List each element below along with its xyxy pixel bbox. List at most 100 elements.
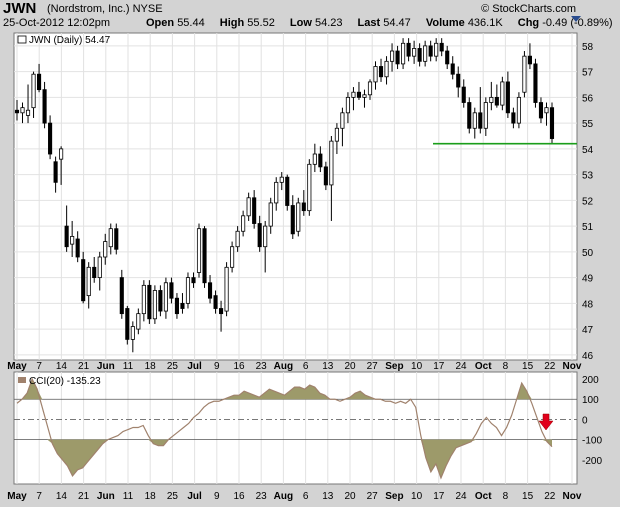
- candle: [241, 210, 246, 237]
- cci-y-tick-label: -100: [582, 436, 602, 447]
- candle: [141, 280, 146, 322]
- candle: [152, 285, 157, 324]
- candle-body: [329, 140, 334, 186]
- low-stat: Low 54.23: [290, 17, 349, 29]
- price-x-tick-label: 8: [503, 361, 509, 372]
- chg-value: -0.49 (-0.89%): [542, 17, 613, 29]
- price-x-tick-label: May: [7, 361, 27, 372]
- candle: [92, 257, 97, 283]
- candle: [86, 262, 91, 309]
- candle: [257, 215, 262, 252]
- candle: [549, 102, 555, 144]
- candle-body: [406, 42, 411, 57]
- cci-x-tick-label: 21: [78, 491, 90, 502]
- candle: [384, 56, 389, 85]
- candle-body: [505, 81, 510, 114]
- candle-body: [14, 109, 20, 114]
- candle-body: [125, 308, 130, 340]
- candle-body: [312, 153, 317, 165]
- candle-body: [461, 86, 466, 103]
- candle-body: [92, 266, 97, 279]
- candle-body: [241, 215, 246, 232]
- price-x-tick-label: 21: [78, 361, 90, 372]
- candle-body: [207, 282, 213, 299]
- candle: [527, 43, 532, 70]
- price-x-tick-label: Aug: [274, 361, 293, 372]
- candle: [307, 159, 312, 216]
- candle-body: [48, 122, 53, 155]
- price-x-tick-label: Oct: [475, 361, 492, 372]
- cci-oversold-fill: [17, 439, 552, 478]
- last-label: Last: [357, 17, 381, 29]
- candle-body: [25, 109, 31, 116]
- cci-x-tick-label: 15: [522, 491, 534, 502]
- candle-body: [108, 228, 113, 248]
- candle: [252, 190, 257, 229]
- candle: [37, 63, 42, 93]
- cci-x-tick-label: Jun: [97, 491, 115, 502]
- candle-body: [489, 96, 494, 103]
- company-name: (Nordstrom, Inc.) NYSE: [47, 3, 163, 15]
- cci-x-tick-label: 11: [123, 491, 134, 502]
- candle-body: [230, 246, 235, 268]
- candle: [268, 197, 273, 234]
- open-stat: Open 55.44: [146, 17, 211, 29]
- cci-x-tick-label: 6: [303, 491, 309, 502]
- candle: [406, 38, 411, 62]
- candle: [373, 61, 378, 90]
- price-plot-area: [13, 32, 578, 361]
- candle-body: [478, 112, 483, 129]
- candle: [219, 300, 224, 332]
- candle: [423, 40, 428, 67]
- candle: [246, 192, 251, 221]
- candle: [213, 290, 218, 314]
- candle-body: [31, 73, 36, 109]
- candle: [81, 251, 86, 304]
- candle-body: [37, 73, 42, 91]
- candle-body: [169, 282, 174, 299]
- candle: [367, 79, 373, 100]
- candle: [224, 262, 229, 317]
- candle: [378, 58, 384, 82]
- candle: [235, 226, 240, 252]
- price-x-tick-label: 25: [167, 361, 179, 372]
- candle: [511, 107, 516, 129]
- candle-body: [345, 96, 350, 114]
- chevron-down-icon[interactable]: [571, 16, 581, 22]
- candle: [191, 272, 196, 288]
- price-x-tick-label: 18: [145, 361, 157, 372]
- candle-body: [86, 266, 91, 297]
- candle-body: [163, 282, 168, 312]
- candle: [75, 231, 80, 263]
- chg-label: Chg: [517, 17, 540, 29]
- candle-body: [412, 48, 417, 57]
- candle: [345, 92, 350, 124]
- high-value: 55.52: [247, 17, 275, 29]
- candle: [285, 174, 290, 211]
- candle-body: [516, 96, 521, 124]
- candle-body: [472, 112, 477, 129]
- candle-body: [53, 161, 58, 183]
- candle-body: [373, 66, 378, 83]
- candle: [180, 293, 185, 314]
- candle: [42, 81, 47, 129]
- candle-body: [340, 112, 345, 129]
- candle-body: [174, 297, 180, 315]
- candle: [544, 102, 549, 126]
- candle-body: [279, 176, 284, 183]
- high-label: High: [219, 17, 245, 29]
- price-y-tick-label: 50: [582, 248, 594, 259]
- candle-body: [191, 277, 196, 284]
- candle-body: [445, 50, 450, 65]
- candle: [119, 269, 124, 319]
- candle: [389, 43, 395, 72]
- candle-body: [318, 153, 323, 168]
- candle-body: [246, 197, 251, 217]
- candle-body: [494, 96, 499, 106]
- candle: [362, 89, 367, 108]
- price-x-tick-label: 6: [303, 361, 309, 372]
- company: (Nordstrom, Inc.): [47, 3, 130, 15]
- last-stat: Last 54.47: [358, 17, 417, 29]
- open-value: 55.44: [177, 17, 205, 29]
- quote-datetime: 25-Oct-2012 12:02pm: [3, 17, 111, 29]
